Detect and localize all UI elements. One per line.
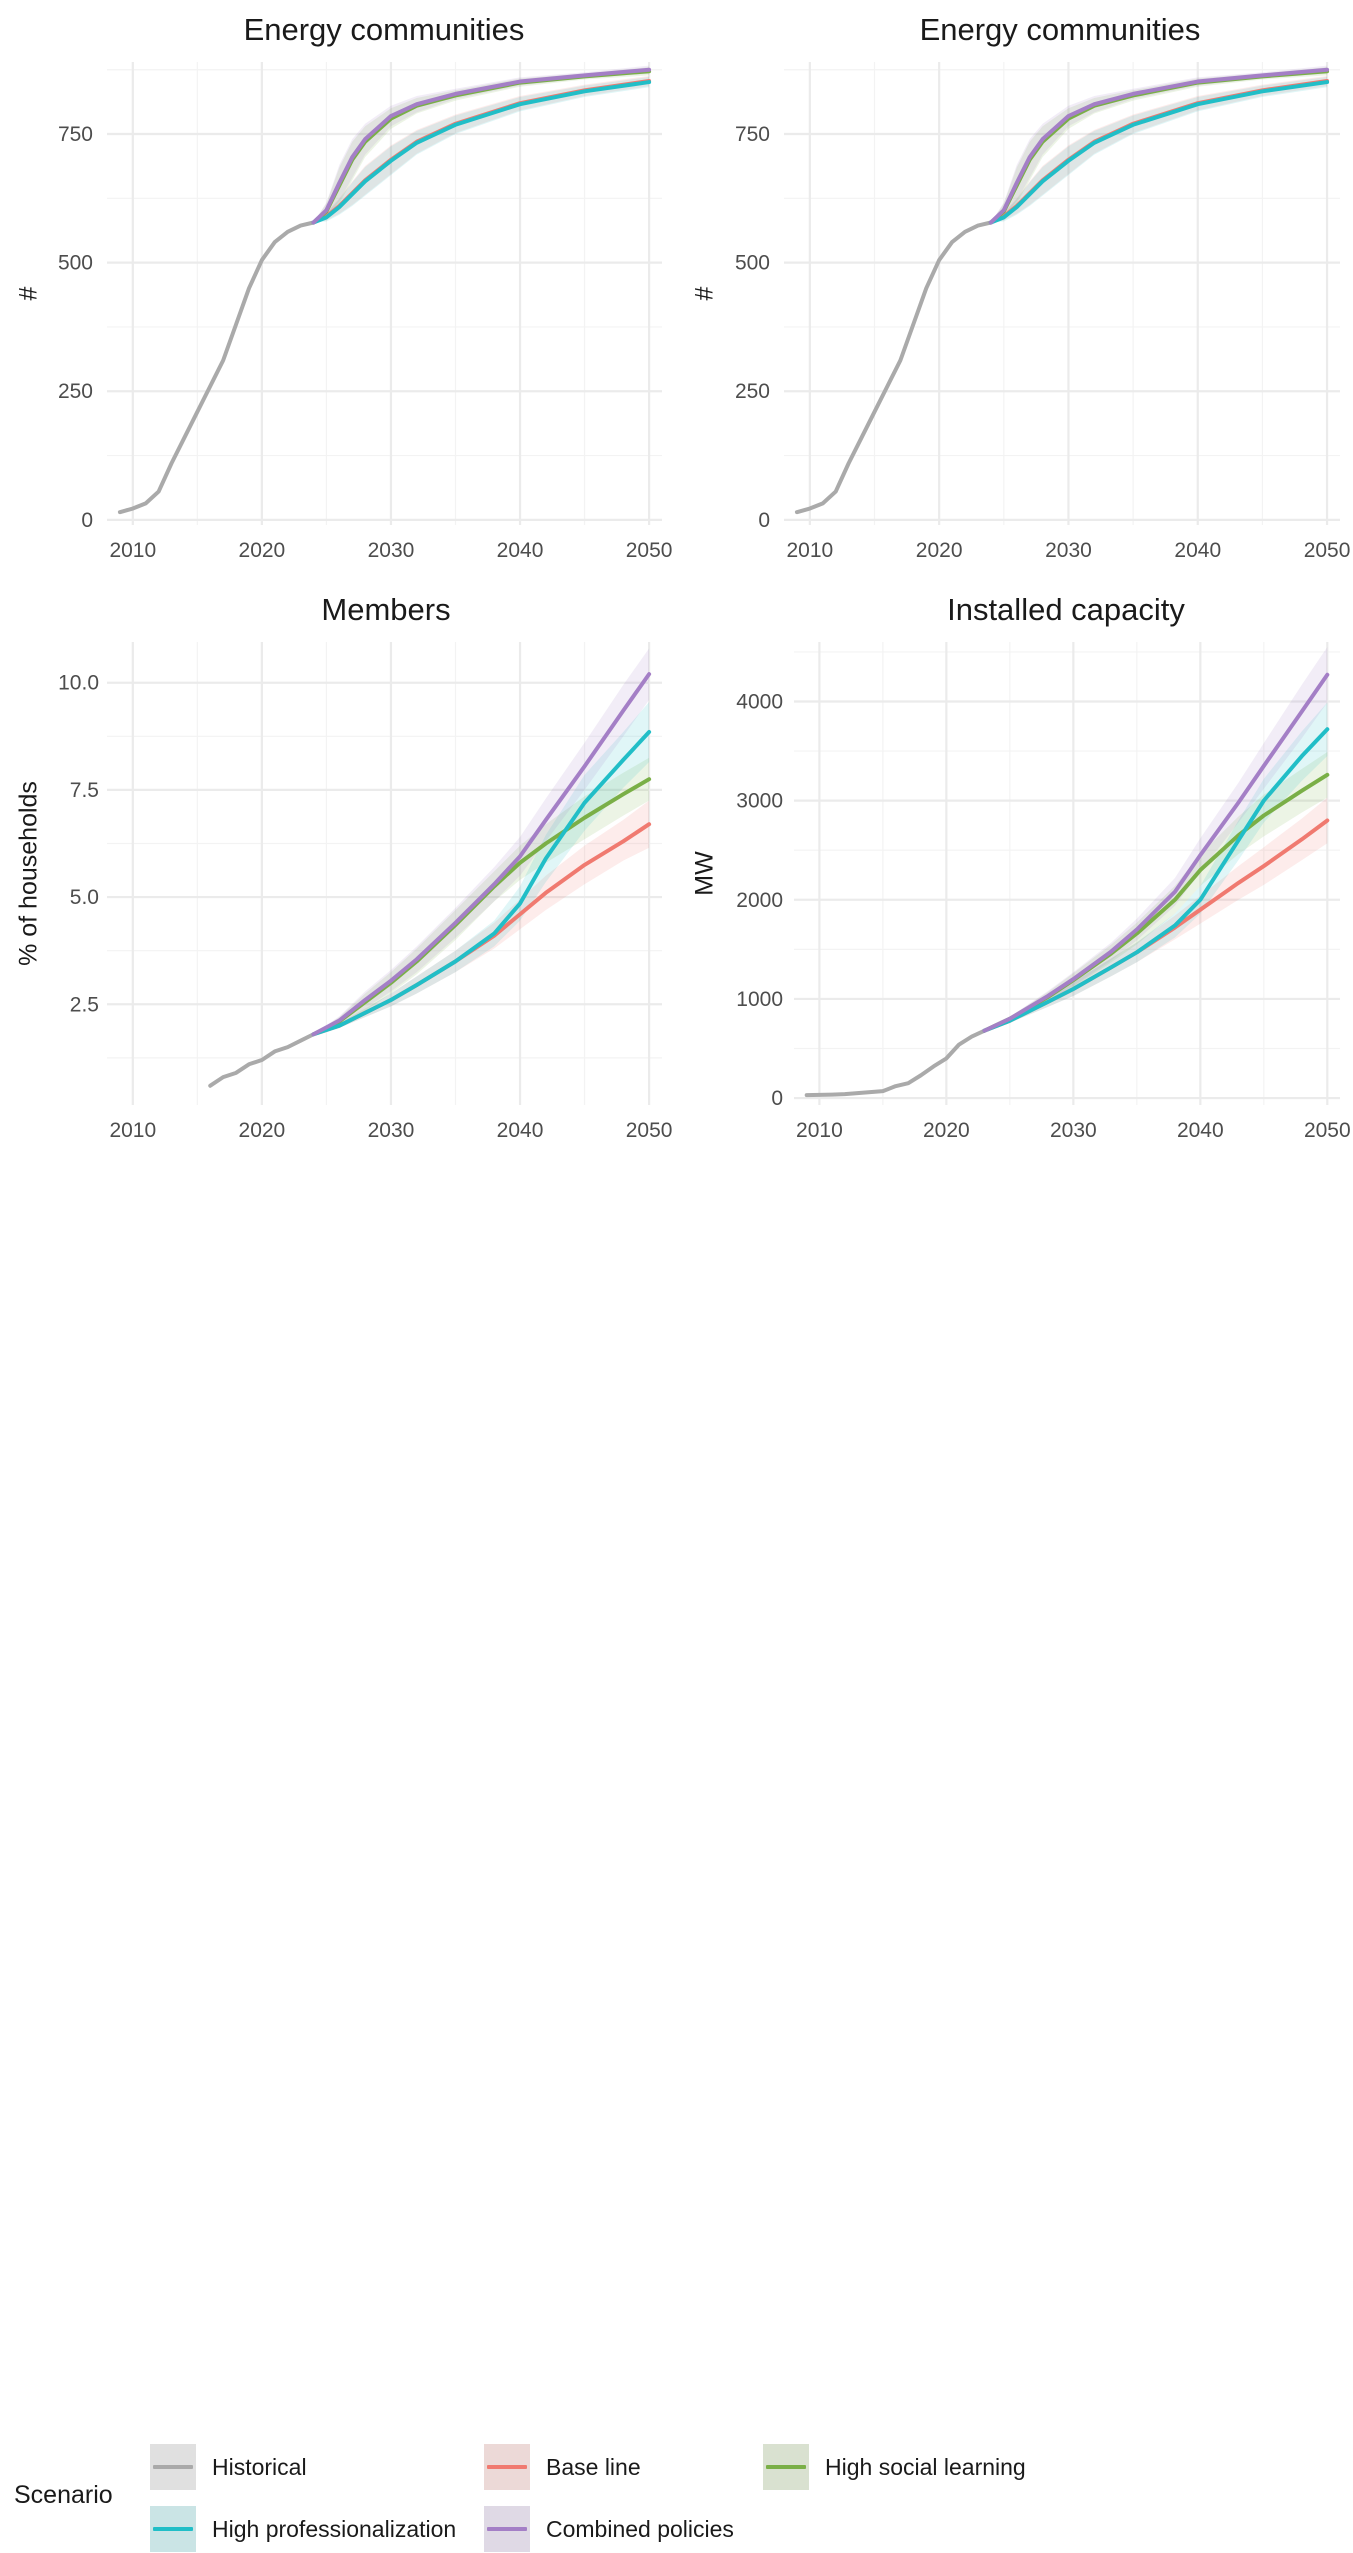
x-tick-label: 2050 (626, 539, 673, 562)
legend-swatch-historical (153, 2465, 193, 2469)
panel-3: 2010 2020 2030 2040 2050 2.5 5.0 7.5 10.0 Members… (15, 592, 673, 1142)
ribbon-base-line (313, 75, 650, 223)
ribbon-combined-policies (990, 65, 1328, 223)
series-line-high-professionalization (311, 80, 652, 225)
panel-2: 2010 2020 2030 2040 2050 0 250 500 750 Energy com… (691, 12, 1351, 562)
x-tick-label: 2030 (368, 1119, 415, 1142)
legend-swatch-high-social-learning (766, 2465, 806, 2469)
series-line-high-professionalization (311, 730, 652, 1037)
legend-key-combined-policies (484, 2506, 530, 2552)
y-tick-label: 3000 (736, 790, 783, 813)
legend-item-combined-policies: Combined policies (484, 2505, 734, 2553)
ribbon-high-social-learning (990, 67, 1328, 223)
series-line-combined-policies (988, 67, 1330, 225)
legend-item-base-line: Base line (484, 2443, 641, 2491)
legend-key-high-social-learning (763, 2444, 809, 2490)
series-line-combined-policies (982, 672, 1330, 1033)
y-tick-label: 500 (58, 252, 93, 275)
legend-swatch-high-professionalization (153, 2527, 193, 2531)
series-line-high-professionalization (988, 80, 1330, 225)
ribbon-base-line (990, 75, 1328, 223)
x-tick-label: 2010 (787, 539, 834, 562)
x-tick-label: 2040 (1174, 539, 1221, 562)
y-tick-label: 0 (81, 509, 93, 532)
panel-title: Energy communities (920, 12, 1201, 47)
x-tick-label: 2010 (109, 539, 156, 562)
legend-key-base-line (484, 2444, 530, 2490)
y-tick-label: 1000 (736, 988, 783, 1011)
series-line-combined-policies (311, 67, 652, 225)
panel-title: Installed capacity (947, 592, 1185, 627)
ribbon-high-professionalization (990, 76, 1328, 223)
y-axis-label: # (15, 286, 43, 300)
series-line-historical (794, 220, 993, 515)
legend-label-historical: Historical (212, 2453, 307, 2480)
y-tick-label: 0 (758, 509, 770, 532)
legend-label-base-line: Base line (546, 2453, 641, 2480)
ribbon-combined-policies (313, 65, 650, 223)
y-tick-label: 2000 (736, 889, 783, 912)
legend-key-high-professionalization (150, 2506, 196, 2552)
legend: Scenario Historical Base line High socia… (0, 1215, 1353, 2552)
legend-swatch-combined-policies (487, 2527, 527, 2531)
y-tick-label: 10.0 (58, 672, 99, 695)
series-line-historical (208, 1032, 316, 1088)
figure: 2010 2020 2030 2040 2050 0 250 500 750 Energy com… (15, 12, 1351, 1142)
legend-label-high-social-learning: High social learning (825, 2453, 1026, 2480)
x-tick-label: 2030 (368, 539, 415, 562)
x-tick-label: 2020 (923, 1119, 970, 1142)
x-tick-label: 2040 (497, 1119, 544, 1142)
x-tick-label: 2050 (1304, 1119, 1351, 1142)
y-tick-label: 0 (771, 1087, 783, 1110)
series-line-historical (804, 1028, 987, 1098)
y-tick-label: 4000 (736, 690, 783, 713)
x-tick-label: 2020 (239, 539, 286, 562)
series-line-combined-policies (311, 672, 652, 1037)
y-axis-label: MW (691, 851, 719, 896)
y-tick-label: 750 (735, 123, 770, 146)
x-tick-label: 2030 (1045, 539, 1092, 562)
panel-title: Energy communities (244, 12, 525, 47)
y-tick-label: 250 (735, 380, 770, 403)
legend-swatch-base-line (487, 2465, 527, 2469)
legend-item-high-professionalization: High professionalization (150, 2505, 456, 2553)
y-tick-label: 7.5 (70, 779, 99, 802)
legend-item-high-social-learning: High social learning (763, 2443, 1026, 2491)
y-axis-label: # (691, 286, 719, 300)
x-tick-label: 2050 (626, 1119, 673, 1142)
y-tick-label: 250 (58, 380, 93, 403)
x-tick-label: 2050 (1304, 539, 1351, 562)
panel-title: Members (321, 592, 450, 627)
legend-label-high-professionalization: High professionalization (212, 2515, 457, 2542)
ribbon-high-professionalization (313, 76, 650, 223)
y-axis-label: % of households (15, 781, 43, 966)
panel-1: 2010 2020 2030 2040 2050 0 250 500 750 Energy com… (15, 12, 673, 562)
ribbon-high-social-learning (984, 752, 1328, 1031)
panel-4: 2010 2020 2030 2040 2050 0 1000 2000 3000 4000 Ins… (691, 592, 1351, 1142)
series-line-high-professionalization (982, 727, 1330, 1033)
x-tick-label: 2010 (109, 1119, 156, 1142)
x-tick-label: 2040 (497, 539, 544, 562)
y-tick-label: 750 (58, 123, 93, 146)
x-tick-label: 2030 (1050, 1119, 1097, 1142)
series-line-historical (117, 220, 316, 515)
ribbon-high-social-learning (313, 67, 650, 223)
legend-key-historical (150, 2444, 196, 2490)
x-tick-label: 2040 (1177, 1119, 1224, 1142)
legend-item-historical: Historical (150, 2443, 307, 2491)
x-tick-label: 2020 (916, 539, 963, 562)
y-tick-label: 2.5 (70, 993, 99, 1016)
y-tick-label: 5.0 (70, 886, 99, 909)
x-tick-label: 2020 (239, 1119, 286, 1142)
x-tick-label: 2010 (796, 1119, 843, 1142)
y-tick-label: 500 (735, 252, 770, 275)
legend-label-combined-policies: Combined policies (546, 2515, 734, 2542)
legend-title: Scenario (14, 2481, 113, 2509)
